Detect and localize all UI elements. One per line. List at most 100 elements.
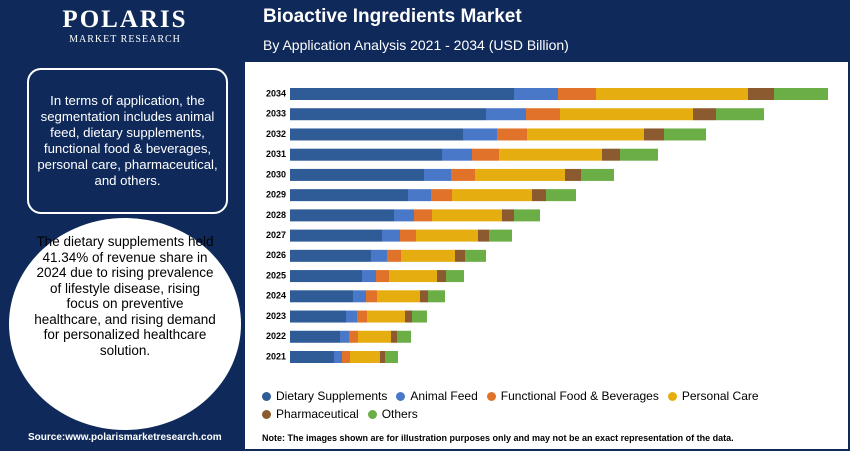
chart: 2034 2033 2032 2031 2030 2029 2028 2027 2026 2025… (266, 88, 828, 363)
bar-segment (558, 88, 596, 100)
bar-segment (532, 189, 546, 202)
bar-segment (472, 148, 499, 161)
y-tick-label: 2026 (266, 250, 286, 260)
bar-segment (596, 88, 748, 100)
side-panel: POLARIS MARKET RESEARCH In terms of appl… (0, 0, 245, 451)
note: Note: The images shown are for illustrat… (262, 433, 734, 443)
legend: Dietary Supplements Animal Feed Functional… (262, 389, 802, 421)
bar-segment (412, 310, 427, 323)
bar-segment (290, 168, 424, 181)
bar-segment (290, 310, 346, 323)
bar-segment (602, 148, 620, 161)
bar-segment (414, 209, 432, 222)
bar-segment (377, 290, 420, 303)
bar-segment (437, 270, 446, 283)
bar-segment (499, 148, 602, 161)
bar-segment (342, 350, 350, 363)
bar-segment (376, 270, 389, 283)
bar-segment (514, 209, 540, 222)
summary-text: In terms of application, the segmentatio… (37, 93, 218, 188)
bar-segment (748, 88, 774, 100)
brand-name: POLARIS (62, 6, 188, 33)
y-tick-label: 2025 (266, 270, 286, 280)
legend-item: Personal Care (667, 389, 759, 403)
y-tick-label: 2028 (266, 210, 286, 220)
bar-segment (693, 108, 716, 121)
bar-segment (526, 108, 560, 121)
bar-segment (290, 249, 371, 262)
bar-segment (405, 310, 412, 323)
legend-label: Dietary Supplements (276, 389, 388, 403)
bar-segment (290, 88, 514, 100)
bar-segment (334, 350, 342, 363)
bar-segment (346, 310, 357, 323)
bar-segment (664, 128, 706, 141)
bar-segment (560, 108, 693, 121)
bar-segment (424, 168, 451, 181)
bar-segment (455, 249, 465, 262)
brand-tagline: MARKET RESEARCH (69, 34, 181, 45)
bar-segment (290, 209, 394, 222)
bar-segment (366, 290, 377, 303)
bar-segment (428, 290, 445, 303)
y-tick-label: 2022 (266, 331, 286, 341)
legend-marker (262, 391, 271, 401)
bar-segment (644, 128, 664, 141)
bar-segment (290, 108, 486, 121)
bar-segment (357, 310, 367, 323)
bar-segment (358, 330, 391, 343)
bar-segment (353, 290, 366, 303)
bar-segment (463, 128, 497, 141)
bar-segment (486, 108, 526, 121)
bar-segment (774, 88, 828, 100)
highlight-text: The dietary supplements held 41.34% of r… (34, 234, 216, 358)
header: Bioactive Ingredients Market By Applicat… (245, 0, 850, 62)
bar-segment (362, 270, 376, 283)
bar-segment (389, 270, 437, 283)
bar-segment (497, 128, 527, 141)
legend-label: Functional Food & Beverages (500, 389, 659, 403)
summary-box: In terms of application, the segmentatio… (27, 68, 228, 214)
bar-segment (401, 249, 455, 262)
bar-segment (367, 310, 405, 323)
bar-segment (290, 128, 463, 141)
bar-segment (446, 270, 464, 283)
bar-segment (581, 168, 614, 181)
y-tick-label: 2033 (266, 109, 286, 119)
bar-segment (397, 330, 411, 343)
bar-segment (371, 249, 387, 262)
legend-item: Others (367, 407, 418, 421)
bar-segment (432, 209, 502, 222)
bar-segment (565, 168, 581, 181)
bar-segment (340, 330, 349, 343)
bar-segment (416, 229, 478, 242)
bar-segment (420, 290, 428, 303)
legend-label: Others (381, 407, 418, 421)
chart-title: Bioactive Ingredients Market (263, 6, 522, 27)
bar-segment (502, 209, 514, 222)
legend-marker (262, 409, 271, 419)
bar-segment (394, 209, 414, 222)
bar-segment (451, 168, 475, 181)
bar-segment (620, 148, 658, 161)
bar-segment (380, 350, 385, 363)
bar-segment (290, 290, 353, 303)
bar-segment (385, 350, 398, 363)
bar-segment (408, 189, 431, 202)
bar-segment (475, 168, 565, 181)
y-tick-label: 2032 (266, 129, 286, 139)
legend-label: Personal Care (681, 389, 759, 403)
bar-segment (489, 229, 512, 242)
bar-segment (716, 108, 764, 121)
y-tick-label: 2023 (266, 311, 286, 321)
bar-segment (478, 229, 489, 242)
legend-marker (667, 391, 677, 401)
chart-subtitle: By Application Analysis 2021 - 2034 (USD… (263, 37, 569, 53)
legend-marker (486, 391, 496, 401)
y-tick-label: 2034 (266, 88, 286, 98)
legend-item: Dietary Supplements (262, 389, 387, 403)
y-tick-label: 2027 (266, 230, 286, 240)
bar-segment (452, 189, 532, 202)
bar-segment (290, 350, 334, 363)
